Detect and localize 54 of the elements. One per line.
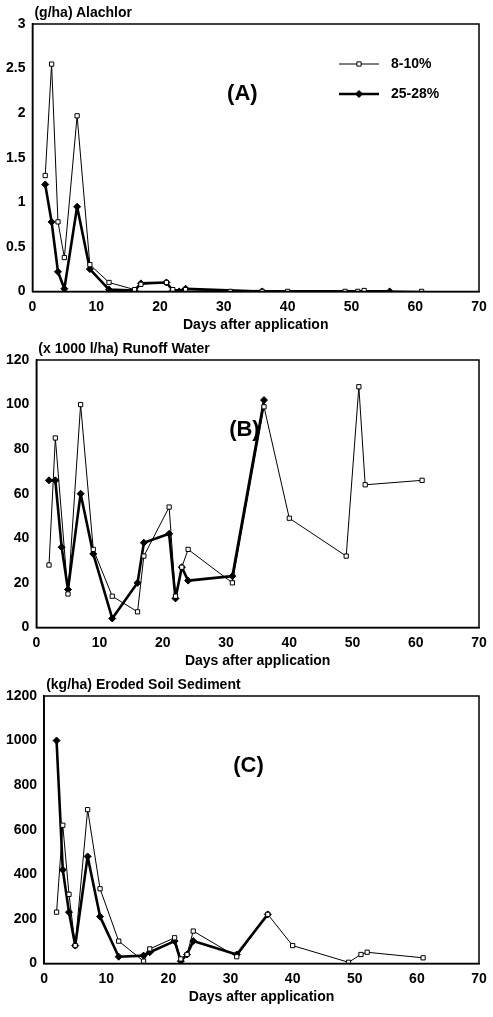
y-tick-label: 60 — [13, 484, 30, 501]
x-tick-label: 20 — [155, 633, 171, 650]
x-tick-label: 60 — [409, 969, 425, 986]
y-axis-title: (g/ha) Alachlor — [34, 3, 133, 20]
x-tick-label: 10 — [91, 633, 108, 650]
y-tick-label: 200 — [13, 909, 38, 926]
y-tick-label: 1000 — [5, 731, 38, 748]
x-tick-label: 30 — [218, 633, 235, 650]
x-tick-label: 40 — [284, 969, 301, 986]
y-tick-label: 0 — [21, 618, 30, 635]
x-tick-label: 70 — [471, 633, 487, 650]
x-tick-label: 20 — [152, 297, 169, 314]
y-tick-label: 120 — [6, 350, 30, 367]
x-tick-label: 40 — [279, 297, 296, 314]
y-tick-label: 3 — [17, 14, 26, 31]
x-tick-label: 40 — [281, 633, 298, 650]
y-axis-title: (kg/ha) Eroded Soil Sediment — [46, 675, 241, 692]
y-tick-label: 2 — [17, 103, 26, 120]
x-tick-label: 70 — [471, 969, 487, 986]
y-tick-label: 600 — [13, 820, 38, 837]
y-tick-label: 40 — [13, 529, 30, 546]
y-tick-label: 1 — [17, 193, 26, 210]
y-tick-label: 0 — [29, 954, 38, 971]
y-axis-title: (x 1000 l/ha) Runoff Water — [38, 339, 211, 356]
y-tick-label: 400 — [13, 865, 38, 882]
y-tick-label: 80 — [13, 439, 30, 456]
annotation: (B) — [229, 415, 260, 441]
x-tick-label: 60 — [407, 297, 424, 314]
x-axis-title: Days after application — [184, 652, 331, 669]
y-tick-label: 100 — [6, 395, 30, 412]
y-tick-label: 0 — [17, 282, 26, 299]
annotation: (A) — [227, 79, 258, 105]
x-tick-label: 50 — [343, 297, 360, 314]
x-tick-label: 10 — [88, 297, 105, 314]
y-tick-label: 2.5 — [5, 59, 26, 76]
y-tick-label: 20 — [13, 573, 30, 590]
x-tick-label: 50 — [346, 969, 363, 986]
x-tick-label: 70 — [471, 297, 487, 314]
y-tick-label: 0.5 — [5, 237, 26, 254]
x-axis-title: Days after application — [182, 316, 329, 333]
x-axis-title: Days after application — [188, 988, 335, 1005]
legend-label: 8-10% — [391, 54, 433, 71]
x-tick-label: 0 — [40, 969, 49, 986]
x-tick-label: 30 — [216, 297, 232, 314]
x-tick-label: 10 — [98, 969, 115, 986]
x-tick-label: 30 — [222, 969, 239, 986]
x-tick-label: 60 — [407, 633, 424, 650]
x-tick-label: 50 — [344, 633, 361, 650]
y-tick-label: 1.5 — [5, 148, 26, 165]
legend-label: 25-28% — [391, 84, 440, 101]
x-tick-label: 20 — [160, 969, 177, 986]
annotation: (C) — [233, 751, 264, 777]
y-tick-label: 800 — [13, 775, 38, 792]
y-tick-label: 1200 — [5, 686, 38, 703]
